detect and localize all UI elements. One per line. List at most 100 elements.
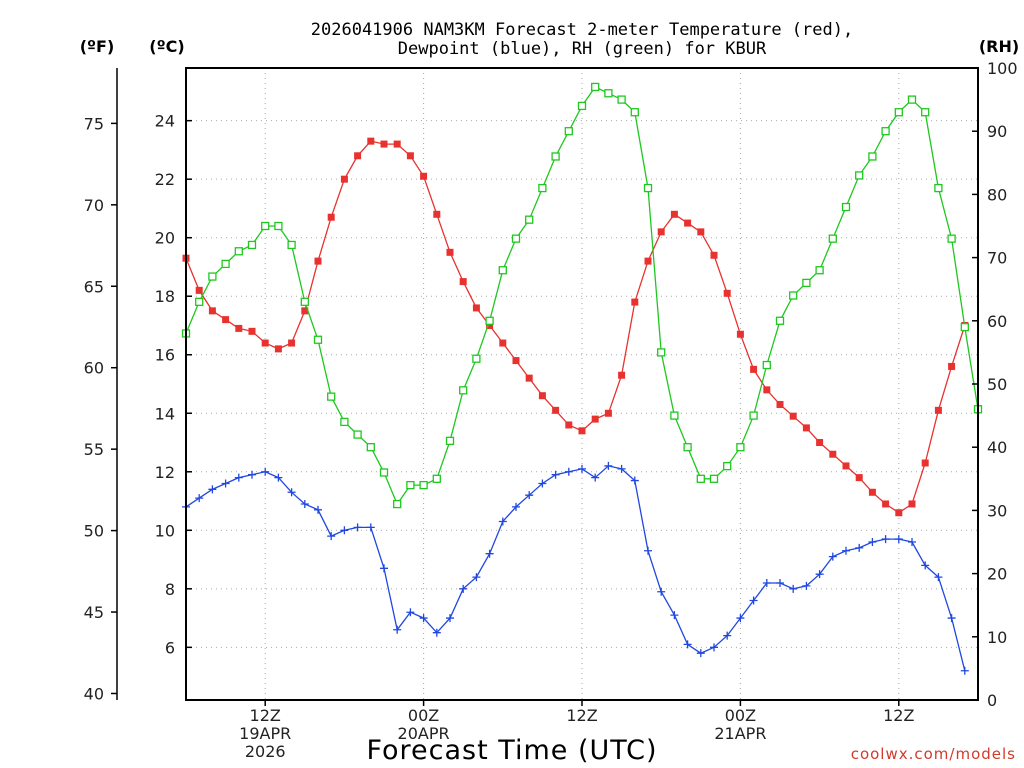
dewpoint-point (683, 640, 692, 649)
rh-point (670, 411, 679, 420)
rh-point (551, 152, 560, 161)
celsius-tick-label: 10 (155, 521, 175, 540)
rh-point (643, 183, 653, 193)
temperature-point (750, 365, 758, 373)
rh-tick-label: 10 (987, 628, 1007, 647)
dewpoint-point (459, 584, 468, 593)
rh-point (208, 272, 217, 281)
fahrenheit-tick-label: 55 (84, 440, 104, 459)
dewpoint-point (472, 573, 481, 582)
dewpoint-point (340, 526, 349, 535)
rh-point (630, 108, 639, 117)
series-dewpoint (182, 461, 969, 675)
rh-point (762, 360, 771, 370)
dewpoint-point (749, 596, 758, 605)
rh-tick-label: 30 (987, 501, 1007, 520)
temperature-point (472, 304, 480, 312)
dewpoint-point (604, 461, 613, 470)
dewpoint-point (406, 608, 415, 617)
temperature-point (525, 374, 533, 382)
grid-lines (186, 68, 978, 700)
rh-point (247, 240, 257, 250)
rh-point (525, 215, 534, 224)
temperature-point (736, 330, 744, 338)
x-tick-label: 12Z (250, 706, 281, 725)
temperature-point (789, 412, 797, 420)
fahrenheit-tick-label: 75 (84, 114, 104, 133)
dewpoint-point (696, 649, 705, 658)
rh-tick-label: 40 (987, 438, 1007, 457)
dewpoint-point (366, 523, 375, 532)
dewpoint-point (380, 564, 388, 573)
rh-point (393, 499, 402, 509)
temperature-point (908, 500, 916, 508)
temperature-point (591, 415, 599, 423)
rh-point (406, 480, 415, 490)
celsius-tick-label: 18 (155, 287, 175, 306)
celsius-tick-label: 24 (155, 112, 175, 131)
celsius-tick-label: 8 (165, 580, 175, 599)
dewpoint-point (670, 611, 679, 620)
series-layer (181, 82, 983, 675)
rh-point (802, 278, 811, 288)
x-axis-title: Forecast Time (UTC) (366, 735, 657, 766)
dewpoint-point (789, 584, 798, 593)
rh-tick-label: 100 (987, 59, 1018, 78)
rh-point (274, 221, 283, 231)
dewpoint-point (327, 532, 336, 541)
rh-point (234, 247, 243, 256)
fahrenheit-tick-label: 45 (84, 603, 104, 622)
series-relative-humidity (181, 82, 983, 509)
dewpoint-point (644, 546, 652, 555)
rh-tick-label: 80 (987, 185, 1007, 204)
temperature-point (340, 175, 348, 183)
temperature-point (816, 439, 824, 447)
rh-point (815, 266, 824, 275)
dewpoint-point (802, 581, 811, 590)
temperature-point (486, 321, 494, 329)
x-tick-label: 21APR (714, 724, 766, 743)
x-tick-label: 12Z (883, 706, 914, 725)
dewpoint-point (828, 552, 837, 561)
temperature-point (222, 316, 230, 324)
rh-point (261, 221, 270, 231)
dewpoint-point (842, 546, 850, 555)
dewpoint-point (921, 561, 930, 570)
dewpoint-point (432, 628, 441, 637)
x-tick-label: 2026 (245, 742, 286, 761)
series-line (185, 140, 966, 514)
temperature-point (446, 248, 454, 256)
temperature-point (552, 406, 560, 414)
dewpoint-point (630, 476, 639, 485)
celsius-tick-label: 16 (155, 346, 175, 365)
temperature-point (380, 140, 388, 148)
dewpoint-point (538, 479, 547, 488)
temperature-point (948, 362, 956, 370)
rh-point (313, 335, 323, 344)
rh-point (538, 183, 547, 193)
celsius-tick-label: 14 (155, 404, 175, 423)
rh-point (749, 411, 758, 420)
dewpoint-point (908, 538, 916, 546)
rh-point (841, 202, 851, 212)
temperature-point (644, 257, 652, 265)
dewpoint-point (485, 549, 494, 558)
dewpoint-point (393, 625, 402, 634)
temperature-point (274, 345, 282, 353)
dewpoint-point (512, 502, 520, 511)
temperature-point (195, 286, 203, 294)
temperature-point (842, 462, 850, 470)
dewpoint-point (591, 473, 600, 482)
dewpoint-point (657, 587, 666, 596)
series-line (185, 86, 979, 506)
rh-point (366, 443, 375, 452)
rh-point (789, 291, 798, 300)
temperature-point (565, 421, 573, 429)
chart-title-line1: 2026041906 NAM3KM Forecast 2-meter Tempe… (311, 20, 853, 40)
dewpoint-point (868, 538, 877, 546)
temperature-point (499, 339, 507, 347)
rh-point (709, 474, 719, 483)
fahrenheit-tick-label: 60 (84, 359, 104, 378)
